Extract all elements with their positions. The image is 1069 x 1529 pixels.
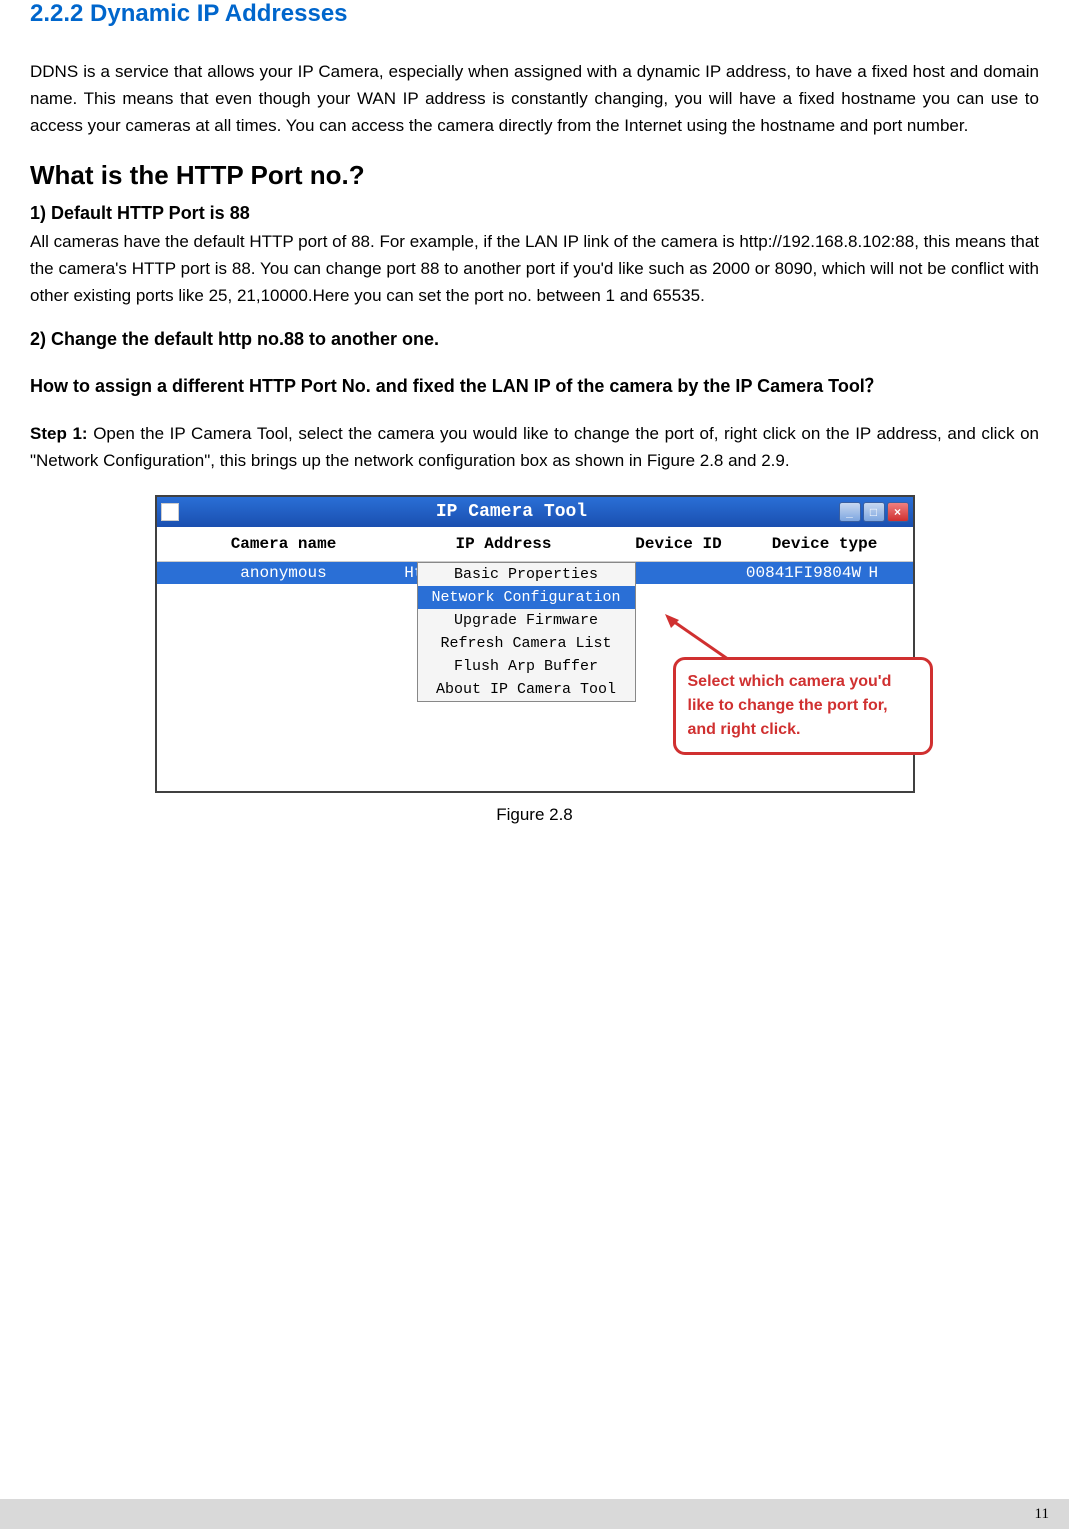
- header-device-id: Device ID: [609, 535, 749, 553]
- context-menu: Basic Properties Network Configuration U…: [417, 562, 636, 702]
- window-titlebar: IP Camera Tool _ □ ×: [157, 497, 913, 527]
- step1-body: Open the IP Camera Tool, select the came…: [30, 424, 1039, 470]
- close-button[interactable]: ×: [887, 502, 909, 522]
- header-camera-name: Camera name: [169, 535, 399, 553]
- row-camera-name: anonymous: [169, 564, 399, 582]
- subsection-1-title: 1) Default HTTP Port is 88: [30, 203, 1039, 224]
- camera-list-area: anonymous Http 00841FI9804W H Basic Prop…: [157, 561, 913, 791]
- menu-item-upgrade-firmware[interactable]: Upgrade Firmware: [418, 609, 635, 632]
- subsection-1-body: All cameras have the default HTTP port o…: [30, 228, 1039, 310]
- menu-item-network-configuration[interactable]: Network Configuration: [418, 586, 635, 609]
- footer-bar: [0, 1499, 1069, 1529]
- figure-wrap: IP Camera Tool _ □ × Camera name IP Addr…: [30, 495, 1039, 825]
- window-buttons: _ □ ×: [839, 502, 909, 522]
- header-device-type: Device type: [749, 535, 901, 553]
- subsection-2-title: 2) Change the default http no.88 to anot…: [30, 329, 1039, 350]
- maximize-button[interactable]: □: [863, 502, 885, 522]
- header-ip-address: IP Address: [399, 535, 609, 553]
- ip-camera-tool-window: IP Camera Tool _ □ × Camera name IP Addr…: [155, 495, 915, 793]
- figure-caption: Figure 2.8: [30, 805, 1039, 825]
- menu-item-about[interactable]: About IP Camera Tool: [418, 678, 635, 701]
- column-headers: Camera name IP Address Device ID Device …: [157, 527, 913, 561]
- step1-label: Step 1:: [30, 424, 88, 443]
- page-number: 11: [1035, 1506, 1049, 1523]
- assign-title: How to assign a different HTTP Port No. …: [30, 372, 1039, 398]
- menu-item-refresh-camera-list[interactable]: Refresh Camera List: [418, 632, 635, 655]
- minimize-button[interactable]: _: [839, 502, 861, 522]
- window-icon: [161, 503, 179, 521]
- section-title: 2.2.2 Dynamic IP Addresses: [30, 0, 1039, 28]
- menu-item-flush-arp-buffer[interactable]: Flush Arp Buffer: [418, 655, 635, 678]
- row-device-type: H: [869, 564, 879, 582]
- instruction-callout: Select which camera you'd like to change…: [673, 657, 933, 755]
- intro-paragraph: DDNS is a service that allows your IP Ca…: [30, 58, 1039, 140]
- row-device-id: 00841FI9804W: [739, 564, 869, 582]
- window-title: IP Camera Tool: [185, 502, 839, 522]
- http-port-heading: What is the HTTP Port no.?: [30, 160, 1039, 191]
- step1-paragraph: Step 1: Open the IP Camera Tool, select …: [30, 420, 1039, 474]
- menu-item-basic-properties[interactable]: Basic Properties: [418, 563, 635, 586]
